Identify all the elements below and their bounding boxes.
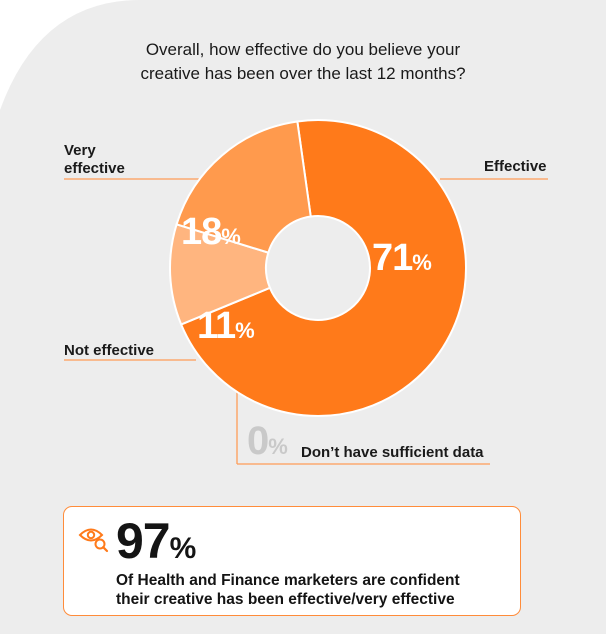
chart-title-line-1: Overall, how effective do you believe yo… [145,40,461,59]
donut-slices [169,119,467,417]
label-very-effective-line-2: effective [64,160,125,177]
value-not-effective-number: 11 [197,305,236,347]
donut-slice-very-effective [175,120,312,254]
callout-description: Of Health and Finance marketers are conf… [116,571,460,609]
stat-callout: 97% Of Health and Finance marketers are … [63,506,521,616]
value-effective-number: 71 [372,237,413,279]
value-label-insufficient-data: 0% [247,420,288,468]
value-insufficient-percent: % [268,434,288,459]
value-effective-percent: % [412,250,432,275]
value-label-effective: 71% [372,238,432,283]
callout-line-2: their creative has been effective/very e… [116,591,455,608]
callout-big-number: 97 [116,513,171,569]
value-insufficient-number: 0 [247,419,269,463]
label-insufficient-data: Don’t have sufficient data [301,444,484,461]
donut-slice-effective [179,119,467,417]
value-label-not-effective: 11% [197,306,255,351]
eye-search-icon [78,528,109,553]
label-not-effective: Not effective [64,342,155,359]
label-very-effective-line-1: Very [64,142,96,159]
chart-title: Overall, how effective do you believe yo… [0,38,606,86]
value-label-very-effective: 18% [181,212,241,257]
callout-big-percent: % [169,532,197,565]
chart-title-line-2: creative has been over the last 12 month… [140,64,466,83]
label-effective: Effective [484,158,547,175]
value-very-effective-number: 18 [181,211,222,253]
value-very-effective-percent: % [221,224,241,249]
donut-slice-not-effective [169,223,272,326]
value-not-effective-percent: % [235,318,255,343]
label-very-effective: Very effective [64,142,125,178]
callout-line-1: Of Health and Finance marketers are conf… [116,572,460,589]
callout-big-stat: 97% [116,513,196,577]
leader-lines [64,178,548,465]
